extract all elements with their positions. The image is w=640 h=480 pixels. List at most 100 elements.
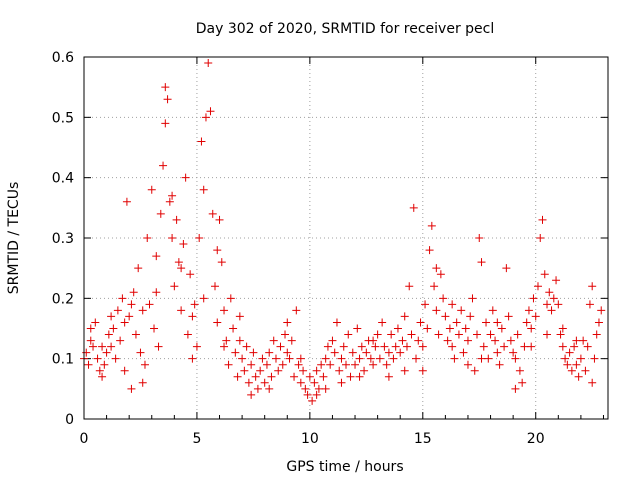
- data-point: [346, 372, 355, 381]
- data-point: [588, 378, 597, 387]
- x-tick-label: 20: [527, 431, 545, 447]
- y-axis-label: SRMTID / TECUs: [6, 182, 22, 295]
- data-point: [538, 215, 547, 224]
- data-point: [561, 354, 570, 363]
- data-point: [344, 330, 353, 339]
- data-point: [183, 330, 192, 339]
- y-tick-label: 0.3: [52, 231, 74, 247]
- data-point: [473, 330, 481, 339]
- data-point: [303, 390, 312, 399]
- data-point: [220, 306, 229, 315]
- data-point: [527, 342, 536, 351]
- data-point: [579, 336, 588, 345]
- data-point: [165, 197, 174, 206]
- data-point: [398, 336, 407, 345]
- data-point: [493, 318, 502, 327]
- data-point: [337, 378, 346, 387]
- data-point: [244, 378, 253, 387]
- data-point: [294, 360, 303, 369]
- data-point: [515, 366, 524, 375]
- data-point: [140, 360, 149, 369]
- data-point: [529, 294, 538, 303]
- data-point: [366, 354, 375, 363]
- data-point: [432, 306, 441, 315]
- x-tick-label: 10: [301, 431, 319, 447]
- data-point: [262, 360, 271, 369]
- data-point: [136, 348, 145, 357]
- data-point: [220, 342, 229, 351]
- data-point: [375, 354, 384, 363]
- data-point: [439, 294, 448, 303]
- data-point: [177, 306, 186, 315]
- data-point: [495, 360, 504, 369]
- data-point: [247, 360, 256, 369]
- data-point: [463, 360, 472, 369]
- data-point: [312, 366, 321, 375]
- data-point: [391, 342, 400, 351]
- data-point: [520, 342, 529, 351]
- data-point: [222, 336, 231, 345]
- data-point: [459, 348, 468, 357]
- data-point: [93, 354, 102, 363]
- data-point: [299, 366, 308, 375]
- x-axis-label: GPS time / hours: [286, 459, 403, 475]
- data-point: [339, 342, 348, 351]
- data-point: [558, 324, 567, 333]
- data-point: [120, 366, 129, 375]
- data-point: [524, 306, 533, 315]
- data-point: [518, 378, 527, 387]
- data-point: [531, 312, 540, 321]
- data-point: [84, 360, 93, 369]
- data-point: [281, 330, 290, 339]
- data-point: [269, 336, 278, 345]
- data-point: [378, 318, 387, 327]
- data-point: [274, 366, 283, 375]
- data-point: [179, 240, 188, 249]
- data-point: [224, 360, 233, 369]
- data-point: [100, 360, 109, 369]
- y-tick-label: 0: [65, 412, 74, 428]
- data-points: [80, 59, 606, 405]
- data-point: [425, 246, 434, 255]
- data-point: [290, 372, 299, 381]
- data-point: [215, 215, 224, 224]
- data-point: [109, 324, 118, 333]
- data-point: [235, 336, 244, 345]
- data-point: [111, 354, 120, 363]
- data-point: [402, 342, 411, 351]
- data-point: [217, 258, 226, 267]
- data-point: [168, 234, 177, 242]
- data-point: [393, 324, 402, 333]
- data-point: [567, 366, 576, 375]
- data-point: [502, 264, 511, 273]
- data-point: [500, 342, 509, 351]
- data-point: [558, 342, 567, 351]
- data-point: [143, 234, 152, 242]
- data-point: [332, 318, 341, 327]
- data-point: [588, 282, 597, 291]
- data-point: [506, 336, 515, 345]
- data-point: [511, 354, 520, 363]
- data-point: [235, 312, 244, 321]
- data-point: [285, 354, 294, 363]
- data-point: [416, 318, 425, 327]
- data-point: [457, 306, 466, 315]
- data-point: [113, 306, 122, 315]
- data-point: [154, 342, 163, 351]
- data-point: [382, 360, 391, 369]
- data-point: [491, 336, 500, 345]
- data-point: [267, 372, 276, 381]
- data-point: [570, 342, 579, 351]
- data-point: [597, 306, 606, 315]
- data-point: [384, 348, 393, 357]
- data-point: [540, 270, 549, 279]
- data-point: [493, 348, 502, 357]
- data-point: [152, 288, 161, 297]
- data-point: [362, 348, 371, 357]
- data-point: [389, 354, 398, 363]
- data-point: [321, 384, 330, 393]
- data-point: [168, 191, 177, 200]
- data-point: [172, 215, 181, 224]
- data-point: [342, 360, 350, 369]
- data-point: [301, 384, 310, 393]
